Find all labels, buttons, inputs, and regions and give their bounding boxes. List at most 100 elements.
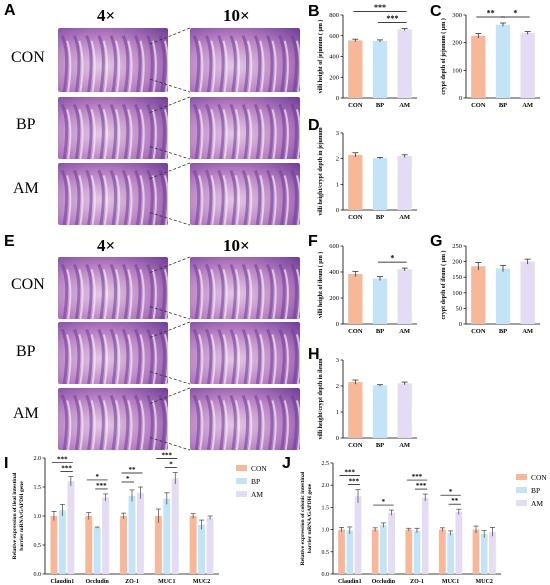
chart-c-x-tick-label: CON: [471, 102, 486, 109]
chart-i-y-label: Relative expression of ileal intestinal: [12, 472, 18, 559]
chart-h-y-tick-label: 2: [336, 383, 339, 390]
chart-i-bar-occludin-con: [85, 516, 93, 574]
chart-b-x-tick-label: CON: [348, 102, 363, 109]
chart-i-y-tick-label: 0.0: [34, 572, 42, 578]
chart-j-x-tick-label: MUC2: [476, 579, 493, 585]
row-label-con-e: CON: [11, 276, 45, 293]
chart-h-bar-bp: [372, 385, 388, 438]
chart-j-bar-claudin1-bp: [346, 530, 354, 574]
chart-j-y-tick-label: 0.5: [322, 550, 330, 556]
chart-f-y-tick-label: 600: [329, 243, 339, 250]
chart-b-bar-am: [397, 29, 412, 98]
ileum-am-4x-micrograph: [58, 388, 168, 450]
chart-f-bar-con: [348, 273, 363, 324]
chart-h-y-tick-label: 3: [336, 357, 339, 364]
chart-j-legend-swatch-con: [516, 474, 527, 480]
chart-j-x-tick-label: MUC1: [442, 579, 459, 585]
chart-j-sig-label: *: [382, 498, 386, 506]
chart-c-y-tick-label: 0: [459, 95, 462, 102]
panel-label-c: C: [430, 3, 442, 20]
chart-g-x-tick-label: AM: [522, 328, 533, 335]
jejunum-con-4x-micrograph: [58, 28, 168, 92]
zoom-guide-line: [149, 387, 191, 404]
zoom-guide-line: [149, 78, 191, 93]
zoom-guide-line: [149, 321, 191, 338]
chart-j-legend-label-am: AM: [531, 499, 543, 508]
chart-j-bar-occludin-con: [371, 529, 379, 574]
row-label-am: AM: [13, 180, 39, 197]
chart-i-bar-muc2-con: [189, 516, 197, 574]
chart-f-x-tick-label: AM: [399, 328, 410, 335]
magnification-4x-label: 4×: [97, 6, 116, 25]
chart-j-sig-label: ***: [345, 468, 356, 476]
chart-i-y-tick-label: 0.5: [34, 543, 42, 549]
chart-j-bar-muc2-am: [489, 531, 496, 574]
zoom-guide-line: [149, 306, 191, 320]
chart-j-y-label: Relative expression of colonic intestina…: [300, 471, 306, 565]
chart-i-sig-label: ***: [96, 482, 107, 490]
chart-i-legend-label-con: CON: [251, 464, 267, 473]
chart-c-y-tick-label: 300: [452, 12, 462, 19]
chart-g-bar-am: [520, 261, 535, 324]
chart-c-sig-label: **: [487, 9, 495, 18]
chart-h-x-tick-label: BP: [376, 442, 384, 449]
chart-b-y-tick-label: 0: [336, 95, 339, 102]
chart-i-bar-claudin1-con: [50, 516, 58, 574]
chart-i-legend-swatch-con: [236, 465, 247, 471]
chart-f-y-tick-label: 200: [329, 295, 339, 302]
chart-b-x-tick-label: AM: [399, 102, 410, 109]
row-label-con: CON: [11, 49, 45, 66]
chart-d-bar-am: [397, 156, 412, 210]
chart-i-sig-label: *: [95, 473, 99, 481]
chart-i-bar-occludin-am: [102, 497, 110, 574]
chart-i-bar-zo-1-am: [136, 492, 144, 574]
chart-i-sig-label: ***: [61, 464, 72, 472]
chart-c-y-label: crypt depth of jejunum ( μm ): [440, 18, 447, 94]
chart-j-bar-zo-1-con: [405, 529, 413, 574]
chart-i-sig-label: *: [169, 460, 173, 468]
chart-g-y-tick-label: 50: [456, 305, 463, 312]
chart-j-y-tick-label: 1.5: [322, 505, 330, 511]
jejunum-am-10x-micrograph: [190, 163, 300, 225]
chart-i-legend-label-am: AM: [251, 490, 263, 499]
chart-j-bar-zo-1-bp: [413, 530, 421, 574]
chart-d-y-tick-label: 1: [336, 181, 339, 188]
chart-j-bar-occludin-bp: [380, 525, 387, 574]
chart-d-y-tick-label: 0: [336, 207, 339, 214]
chart-j-sig-label: *: [449, 488, 453, 496]
chart-i-x-tick-label: ZO-1: [125, 579, 139, 585]
chart-d-y-tick-label: 3: [336, 130, 339, 137]
chart-b-y-tick-label: 800: [329, 12, 339, 19]
chart-b-sig-label: ***: [386, 14, 398, 23]
chart-i-bar-claudin1-bp: [58, 510, 66, 574]
chart-b-bar-bp: [372, 40, 388, 98]
chart-j-bar-muc1-am: [455, 511, 463, 574]
chart-i-bar-muc2-bp: [198, 524, 206, 574]
panel-label-g: G: [430, 233, 443, 250]
chart-i-y-tick-label: 1.5: [34, 485, 42, 491]
chart-j-x-tick-label: Claudin1: [338, 579, 362, 585]
chart-i-bar-occludin-bp: [93, 527, 101, 574]
chart-g-y-tick-label: 200: [452, 259, 462, 266]
chart-i-legend-swatch-am: [236, 491, 247, 497]
chart-h-x-tick-label: AM: [399, 442, 410, 449]
chart-g-bar-bp: [495, 268, 511, 324]
ileum-con-4x-micrograph: [58, 257, 168, 319]
chart-j-legend-label-bp: BP: [531, 486, 540, 495]
zoom-guide-line: [149, 371, 191, 385]
jejunum-am-4x-micrograph: [58, 163, 168, 225]
chart-h-bar-con: [348, 382, 363, 438]
chart-f-y-tick-label: 400: [329, 269, 339, 276]
panel-label-a: A: [4, 2, 16, 19]
chart-i-sig-label: **: [129, 466, 137, 474]
panel-label-i: I: [4, 455, 9, 472]
chart-j-y-label-line2: barrier mRNA/GAPDH gene: [307, 483, 313, 553]
ileum-bp-10x-micrograph: [190, 322, 300, 384]
chart-j-bar-muc2-bp: [480, 534, 488, 574]
chart-f-y-label: villi height of ileum ( μm ): [317, 252, 324, 318]
zoom-guide-line: [149, 146, 191, 160]
panel-label-h: H: [308, 346, 320, 363]
chart-d-y-label: villi height/crypt depth in jejunum: [318, 127, 324, 215]
chart-d-y-tick-label: 2: [336, 156, 339, 163]
chart-i-bar-claudin1-am: [67, 481, 75, 574]
